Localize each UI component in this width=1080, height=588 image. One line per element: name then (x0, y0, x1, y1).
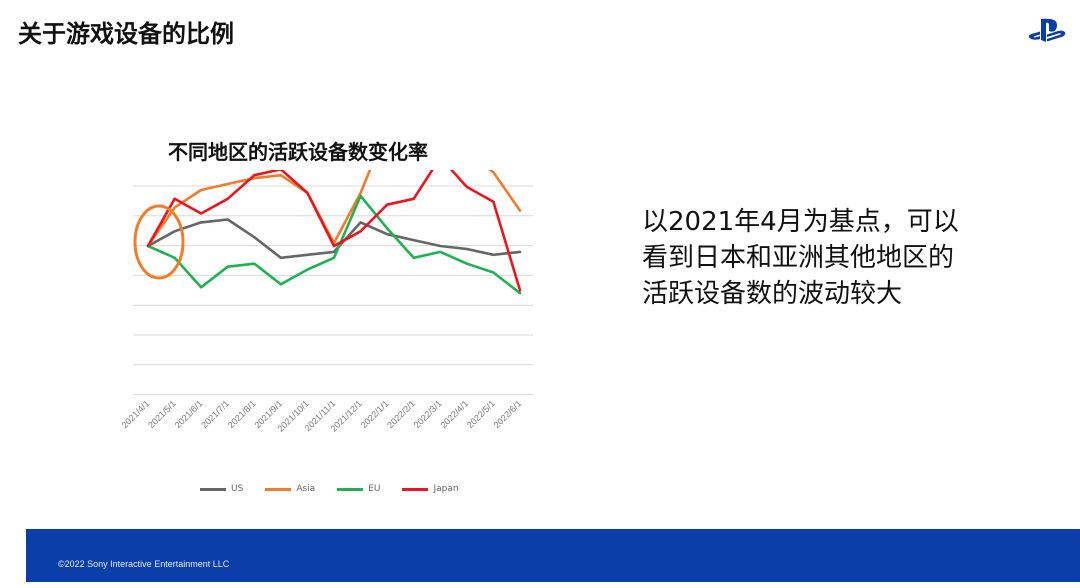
data-point-eu (253, 263, 255, 265)
data-point-us (439, 245, 441, 247)
data-point-asia (492, 171, 495, 173)
series-line-japan (146, 170, 522, 292)
data-point-eu (492, 271, 495, 274)
legend-item-japan: Japan (402, 484, 459, 494)
data-point-us (333, 251, 335, 253)
chart-legend: US Asia EU Japan (200, 484, 459, 494)
legend-label: Asia (296, 484, 316, 494)
x-tick-label: 2022/3/1 (412, 398, 444, 430)
data-point-asia (519, 210, 521, 212)
legend-swatch (200, 487, 226, 491)
data-point-japan (492, 201, 495, 203)
legend-swatch (402, 487, 429, 491)
x-tick-label: 2022/4/1 (438, 398, 470, 430)
legend-label: Japan (433, 484, 459, 494)
data-point-japan (306, 192, 309, 194)
data-point-eu (466, 263, 468, 265)
series-line-asia (146, 170, 522, 248)
line-chart: 2021/4/12021/5/12021/6/12021/7/12021/8/1… (120, 170, 533, 434)
data-point-us (386, 233, 388, 235)
footer-bar: ©2022 Sony Interactive Entertainment LLC (26, 529, 1080, 582)
summary-line-3: 活跃设备数的波动较大 (642, 279, 903, 309)
data-point-us (227, 218, 229, 221)
data-point-eu (333, 257, 335, 259)
data-point-us (280, 257, 282, 259)
legend-item-eu: EU (337, 484, 380, 494)
data-point-us (466, 248, 468, 250)
data-point-asia (359, 192, 362, 194)
data-point-us (519, 251, 521, 253)
data-point-japan (333, 245, 335, 247)
data-point-us (173, 230, 176, 232)
data-point-eu (280, 283, 282, 285)
playstation-logo-icon (1028, 18, 1066, 42)
data-point-us (200, 221, 202, 223)
x-tick-label: 2021/6/1 (173, 398, 205, 430)
summary-note: 以2021年4月为基点，可以 看到日本和亚洲其他地区的 活跃设备数的波动较大 (642, 204, 1022, 312)
x-tick-label: 2022/2/1 (385, 398, 417, 430)
data-point-eu (359, 195, 362, 197)
data-point-eu (439, 251, 441, 253)
copyright-text: ©2022 Sony Interactive Entertainment LLC (58, 559, 230, 569)
data-point-eu (200, 286, 202, 288)
data-point-japan (413, 198, 415, 200)
data-point-eu (173, 257, 176, 259)
data-point-us (253, 236, 255, 238)
data-point-asia (173, 207, 176, 209)
data-point-eu (519, 292, 521, 294)
legend-item-asia: Asia (265, 484, 315, 494)
data-point-japan (359, 230, 362, 232)
summary-line-2: 看到日本和亚洲其他地区的 (642, 243, 955, 273)
data-point-japan (200, 212, 202, 215)
x-tick-label: 2021/7/1 (199, 398, 231, 430)
legend-item-us: US (200, 484, 243, 494)
legend-swatch (265, 487, 292, 491)
data-point-japan (466, 186, 468, 188)
x-tick-label: 2021/5/1 (146, 398, 178, 430)
data-point-japan (519, 289, 521, 291)
data-point-us (492, 254, 495, 256)
x-tick-label: 2022/1/1 (359, 398, 391, 430)
legend-label: US (231, 484, 244, 494)
data-point-japan (253, 174, 255, 176)
data-point-us (359, 221, 362, 223)
legend-swatch (337, 487, 364, 491)
data-point-eu (413, 257, 415, 259)
highlight-ellipse (133, 204, 185, 280)
data-point-japan (227, 198, 229, 200)
data-point-asia (253, 177, 255, 179)
data-point-asia (200, 189, 202, 191)
data-point-asia (280, 174, 282, 176)
x-tick-label: 2021/8/1 (226, 398, 258, 430)
data-point-japan (386, 204, 388, 206)
legend-label: EU (368, 484, 381, 494)
slide-title: 关于游戏设备的比例 (18, 20, 234, 48)
data-point-eu (306, 269, 309, 271)
x-tick-label: 2022/6/1 (492, 398, 524, 430)
data-point-japan (147, 245, 149, 247)
x-tick-label: 2022/5/1 (465, 398, 497, 430)
data-point-japan (173, 198, 176, 200)
summary-line-1: 以2021年4月为基点，可以 (642, 207, 959, 237)
data-point-us (413, 239, 415, 241)
data-point-eu (227, 266, 229, 268)
data-point-eu (386, 227, 388, 229)
x-tick-label: 2021/4/1 (120, 398, 152, 430)
data-point-asia (227, 183, 229, 185)
chart-title: 不同地区的活跃设备数变化率 (168, 140, 428, 164)
data-point-us (306, 254, 309, 256)
